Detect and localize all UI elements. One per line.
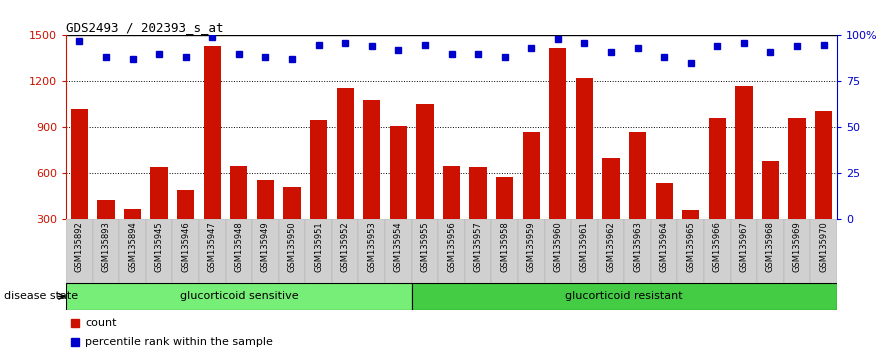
Bar [256, 179, 274, 266]
Text: GSM135947: GSM135947 [208, 221, 217, 272]
Text: GSM135969: GSM135969 [793, 221, 802, 272]
Text: GSM135950: GSM135950 [287, 221, 297, 272]
Bar [470, 167, 486, 266]
Bar [389, 126, 407, 266]
Bar [93, 219, 119, 283]
Bar [359, 219, 385, 283]
Bar [677, 219, 704, 283]
Bar [682, 210, 700, 266]
Bar [625, 219, 651, 283]
Text: GSM135894: GSM135894 [128, 221, 137, 272]
Bar [597, 219, 625, 283]
Text: GSM135961: GSM135961 [580, 221, 589, 272]
Bar [252, 219, 278, 283]
Bar [736, 86, 752, 266]
Text: GSM135946: GSM135946 [181, 221, 190, 272]
Bar [363, 100, 381, 266]
Bar [730, 219, 757, 283]
Bar [492, 219, 518, 283]
Bar [811, 219, 837, 283]
Bar [438, 219, 465, 283]
Text: GSM135945: GSM135945 [154, 221, 164, 272]
Text: GSM135962: GSM135962 [606, 221, 616, 272]
Text: GSM135967: GSM135967 [739, 221, 749, 272]
Text: GSM135948: GSM135948 [234, 221, 243, 272]
Bar [704, 219, 730, 283]
Bar [443, 166, 460, 266]
Bar [788, 118, 806, 266]
Text: GSM135949: GSM135949 [261, 221, 270, 272]
Bar [119, 219, 146, 283]
Bar [417, 104, 433, 266]
Text: GSM135955: GSM135955 [420, 221, 429, 272]
Text: GSM135952: GSM135952 [341, 221, 350, 272]
Bar [204, 46, 221, 266]
Bar [124, 209, 141, 266]
Bar [629, 132, 647, 266]
Bar [411, 283, 837, 310]
Bar [465, 219, 492, 283]
Bar [97, 200, 115, 266]
Bar [332, 219, 359, 283]
Text: count: count [85, 318, 117, 329]
Text: GSM135960: GSM135960 [553, 221, 562, 272]
Bar [337, 87, 354, 266]
Text: GSM135970: GSM135970 [819, 221, 828, 272]
Text: GSM135958: GSM135958 [500, 221, 509, 272]
Bar [199, 219, 226, 283]
Bar [651, 219, 677, 283]
Text: GSM135959: GSM135959 [527, 221, 536, 272]
Text: GSM135968: GSM135968 [766, 221, 775, 272]
Bar [496, 177, 514, 266]
Bar [226, 219, 252, 283]
Text: GDS2493 / 202393_s_at: GDS2493 / 202393_s_at [66, 21, 224, 34]
Bar [310, 120, 327, 266]
Bar [146, 219, 173, 283]
Bar [522, 132, 540, 266]
Text: GSM135966: GSM135966 [713, 221, 722, 272]
Bar [655, 183, 673, 266]
Bar [571, 219, 597, 283]
Text: glucorticoid sensitive: glucorticoid sensitive [180, 291, 298, 302]
Bar [757, 219, 784, 283]
Text: GSM135956: GSM135956 [447, 221, 456, 272]
Bar [815, 110, 833, 266]
Text: disease state: disease state [4, 291, 78, 301]
Text: GSM135957: GSM135957 [474, 221, 483, 272]
Bar [66, 283, 411, 310]
Bar [278, 219, 306, 283]
Text: GSM135951: GSM135951 [315, 221, 323, 272]
Bar [544, 219, 571, 283]
Bar [549, 48, 566, 266]
Text: GSM135964: GSM135964 [660, 221, 669, 272]
Bar [66, 219, 93, 283]
Bar [576, 78, 593, 266]
Text: GSM135953: GSM135953 [367, 221, 376, 272]
Bar [518, 219, 544, 283]
Bar [306, 219, 332, 283]
Bar [177, 190, 195, 266]
Bar [70, 109, 88, 266]
Text: GSM135893: GSM135893 [101, 221, 110, 272]
Bar [708, 118, 726, 266]
Bar [230, 166, 248, 266]
Text: GSM135892: GSM135892 [75, 221, 84, 272]
Text: GSM135954: GSM135954 [394, 221, 403, 272]
Text: percentile rank within the sample: percentile rank within the sample [85, 337, 273, 347]
Bar [173, 219, 199, 283]
Text: GSM135965: GSM135965 [686, 221, 695, 272]
Bar [784, 219, 811, 283]
Bar [385, 219, 411, 283]
Bar [151, 167, 167, 266]
Text: GSM135963: GSM135963 [633, 221, 642, 272]
Bar [762, 161, 779, 266]
Text: glucorticoid resistant: glucorticoid resistant [566, 291, 683, 302]
Bar [411, 219, 438, 283]
Bar [284, 187, 300, 266]
Bar [603, 158, 619, 266]
